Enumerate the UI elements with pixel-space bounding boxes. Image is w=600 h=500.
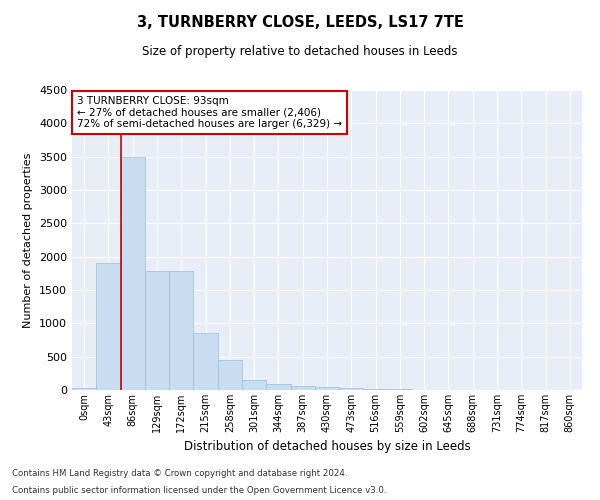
Text: Contains public sector information licensed under the Open Government Licence v3: Contains public sector information licen… xyxy=(12,486,386,495)
X-axis label: Distribution of detached houses by size in Leeds: Distribution of detached houses by size … xyxy=(184,440,470,454)
Bar xyxy=(121,156,145,390)
Bar xyxy=(169,272,193,390)
Text: 3, TURNBERRY CLOSE, LEEDS, LS17 7TE: 3, TURNBERRY CLOSE, LEEDS, LS17 7TE xyxy=(137,15,463,30)
Bar xyxy=(315,388,339,390)
Bar xyxy=(193,334,218,390)
Text: Contains HM Land Registry data © Crown copyright and database right 2024.: Contains HM Land Registry data © Crown c… xyxy=(12,468,347,477)
Bar xyxy=(364,388,388,390)
Text: 3 TURNBERRY CLOSE: 93sqm
← 27% of detached houses are smaller (2,406)
72% of sem: 3 TURNBERRY CLOSE: 93sqm ← 27% of detach… xyxy=(77,96,342,129)
Bar xyxy=(72,388,96,390)
Text: Size of property relative to detached houses in Leeds: Size of property relative to detached ho… xyxy=(142,45,458,58)
Bar xyxy=(96,264,121,390)
Bar xyxy=(145,272,169,390)
Bar xyxy=(339,388,364,390)
Bar xyxy=(266,384,290,390)
Y-axis label: Number of detached properties: Number of detached properties xyxy=(23,152,34,328)
Bar xyxy=(290,386,315,390)
Bar xyxy=(218,360,242,390)
Bar xyxy=(242,380,266,390)
